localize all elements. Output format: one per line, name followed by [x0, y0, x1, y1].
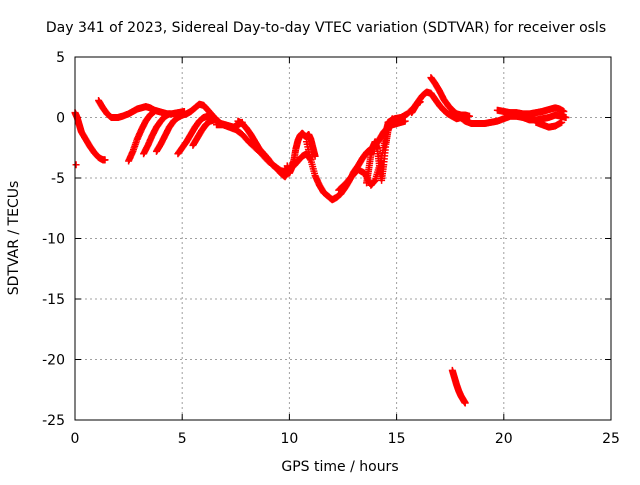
data-point — [311, 152, 319, 160]
data-point — [72, 161, 80, 169]
y-tick-label: -15 — [42, 292, 65, 308]
data-series — [363, 115, 396, 187]
data-point — [416, 98, 424, 106]
y-tick-label: 0 — [56, 111, 65, 127]
x-tick-label: 10 — [280, 431, 298, 447]
data-series — [152, 110, 190, 155]
data-series — [125, 107, 158, 165]
data-points — [71, 74, 570, 407]
data-point — [150, 107, 158, 115]
y-axis-ticks: -25 -20 -15 -10 -5 0 5 — [42, 50, 611, 429]
y-tick-label: -10 — [42, 232, 65, 248]
data-series — [72, 161, 80, 169]
chart-title: Day 341 of 2023, Sidereal Day-to-day VTE… — [46, 20, 606, 36]
data-series — [174, 112, 216, 158]
data-series — [95, 97, 188, 121]
x-tick-label: 15 — [388, 431, 406, 447]
data-point — [560, 107, 568, 115]
data-point — [465, 112, 473, 120]
x-tick-label: 5 — [178, 431, 187, 447]
data-series — [140, 110, 173, 158]
x-tick-label: 20 — [495, 431, 513, 447]
y-axis-label: SDTVAR / TECUs — [6, 181, 22, 296]
data-series — [303, 117, 409, 204]
data-point — [165, 110, 173, 118]
data-point — [558, 118, 566, 126]
x-axis-label: GPS time / hours — [281, 459, 398, 475]
plot-frame — [74, 56, 612, 421]
data-point — [461, 399, 469, 407]
x-axis-ticks: 0 5 10 15 20 25 — [71, 57, 620, 447]
data-series — [408, 98, 424, 117]
data-point — [562, 114, 570, 121]
data-series — [493, 104, 568, 118]
y-tick-label: 5 — [56, 50, 65, 66]
x-tick-label: 25 — [602, 431, 620, 447]
y-tick-label: -20 — [42, 353, 65, 369]
data-point — [101, 156, 109, 164]
data-series — [234, 117, 293, 181]
data-series — [448, 366, 469, 407]
x-tick-label: 0 — [71, 431, 80, 447]
y-tick-label: -5 — [51, 171, 65, 187]
data-series — [532, 118, 566, 131]
y-tick-label: -25 — [42, 413, 65, 429]
